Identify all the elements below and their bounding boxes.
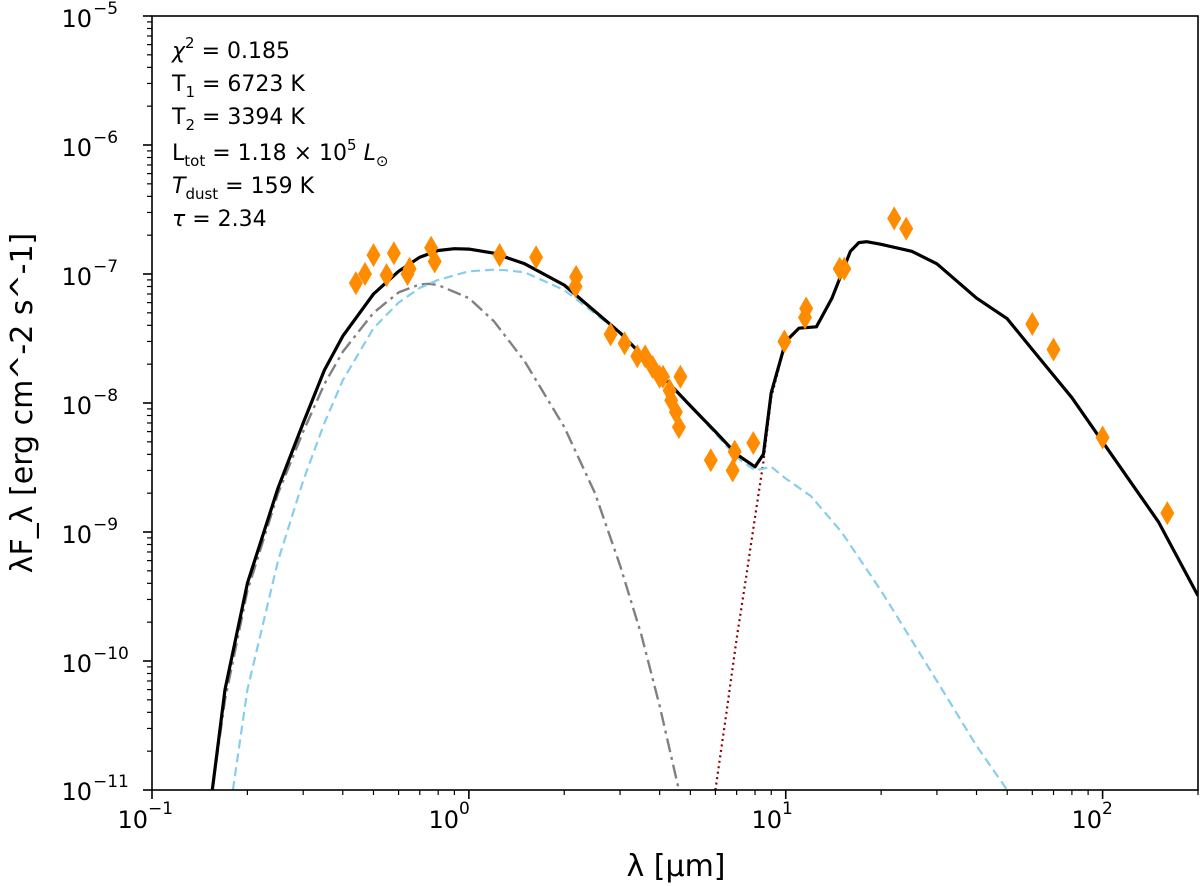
- annotation-tdust: Tdust = 159 K: [172, 174, 315, 203]
- y-tick-label: 10: [61, 521, 92, 549]
- data-point-marker: [837, 256, 852, 281]
- x-tick-exp: −1: [148, 799, 173, 819]
- y-tick-label: 10: [61, 5, 92, 33]
- y-tick-label: 10: [61, 778, 92, 806]
- data-point-marker: [427, 249, 442, 274]
- axis-ticks: [143, 15, 1199, 799]
- y-tick-exp: −6: [93, 128, 118, 148]
- x-tick-exp: 1: [782, 799, 793, 819]
- data-point-marker: [1160, 501, 1175, 526]
- series-line-solid: [210, 240, 1198, 790]
- annotation-tau: τ = 2.34: [172, 207, 267, 232]
- y-tick-exp: −10: [93, 644, 129, 664]
- data-point-marker: [492, 243, 507, 268]
- data-point-marker: [617, 331, 632, 356]
- data-point-marker: [603, 322, 618, 347]
- x-tick-exp: 2: [1102, 799, 1113, 819]
- data-point-marker: [386, 241, 401, 266]
- data-point-marker: [630, 344, 645, 369]
- y-tick-label: 10: [61, 650, 92, 678]
- data-point-marker: [673, 364, 688, 389]
- data-point-marker: [899, 216, 914, 241]
- x-tick-label: 10: [751, 806, 782, 834]
- data-point-marker: [569, 264, 584, 289]
- y-tick-exp: −7: [93, 257, 118, 277]
- observed-data-points: [348, 206, 1175, 526]
- y-tick-exp: −11: [93, 772, 129, 792]
- annotation-t2: T2 = 3394 K: [171, 105, 305, 134]
- data-point-marker: [799, 296, 814, 321]
- data-point-marker: [656, 364, 670, 389]
- annotation-ltot: Ltot = 1.18 × 105 L⊙: [172, 136, 388, 170]
- x-tick-label: 10: [428, 806, 459, 834]
- y-tick-labels: 10 −11 10 −10 10 −9 10 −8 10 −7 10 −6 10…: [61, 0, 128, 806]
- series-line-dashed: [231, 268, 1009, 790]
- x-tick-labels: 10 −1 10 0 10 1 10 2: [117, 799, 1112, 834]
- data-point-marker: [1046, 337, 1061, 362]
- data-point-marker: [671, 415, 686, 440]
- model-curves: [210, 240, 1198, 790]
- y-tick-exp: −5: [93, 0, 118, 19]
- data-point-marker: [1025, 312, 1040, 336]
- x-tick-label: 10: [117, 806, 148, 834]
- series-line-dotted: [714, 240, 1198, 790]
- data-point-marker: [366, 243, 381, 268]
- data-point-marker: [402, 256, 417, 281]
- fit-parameters: χ2 = 0.185 T1 = 6723 K T2 = 3394 K Ltot …: [171, 34, 388, 232]
- y-tick-label: 10: [61, 134, 92, 162]
- data-point-marker: [348, 271, 363, 296]
- y-tick-label: 10: [61, 263, 92, 291]
- x-tick-label: 10: [1071, 806, 1102, 834]
- data-point-marker: [777, 329, 792, 354]
- data-point-marker: [358, 262, 372, 286]
- y-tick-exp: −9: [93, 515, 118, 535]
- data-point-marker: [887, 206, 902, 231]
- data-point-marker: [529, 245, 544, 270]
- data-point-marker: [379, 263, 394, 288]
- data-point-marker: [727, 439, 742, 464]
- data-point-marker: [1095, 425, 1110, 450]
- data-point-marker: [725, 458, 740, 483]
- annotation-t1: T1 = 6723 K: [171, 72, 305, 101]
- y-axis-label: λF_λ [erg cm^-2 s^-1]: [5, 233, 40, 574]
- series-line-dashdot: [211, 282, 681, 790]
- y-tick-exp: −8: [93, 386, 118, 406]
- x-axis-label: λ [μm]: [626, 849, 725, 884]
- annotation-chi2: χ2 = 0.185: [171, 34, 290, 64]
- data-point-marker: [703, 448, 718, 473]
- data-point-marker: [424, 235, 439, 260]
- y-tick-label: 10: [61, 392, 92, 420]
- x-tick-exp: 0: [459, 799, 470, 819]
- data-point-marker: [746, 431, 761, 455]
